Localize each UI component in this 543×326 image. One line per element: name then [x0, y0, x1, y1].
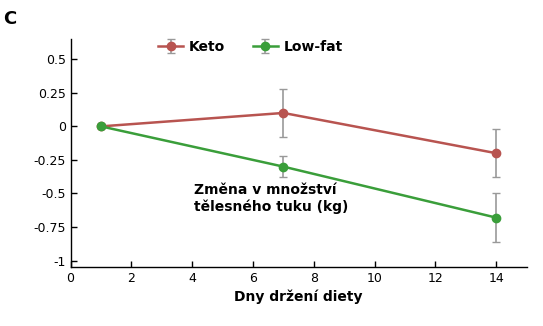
Legend: Keto, Low-fat: Keto, Low-fat	[153, 35, 348, 60]
Text: Změna v množství
tělesného tuku (kg): Změna v množství tělesného tuku (kg)	[194, 184, 348, 214]
X-axis label: Dny držení diety: Dny držení diety	[235, 289, 363, 304]
Text: C: C	[3, 10, 16, 28]
